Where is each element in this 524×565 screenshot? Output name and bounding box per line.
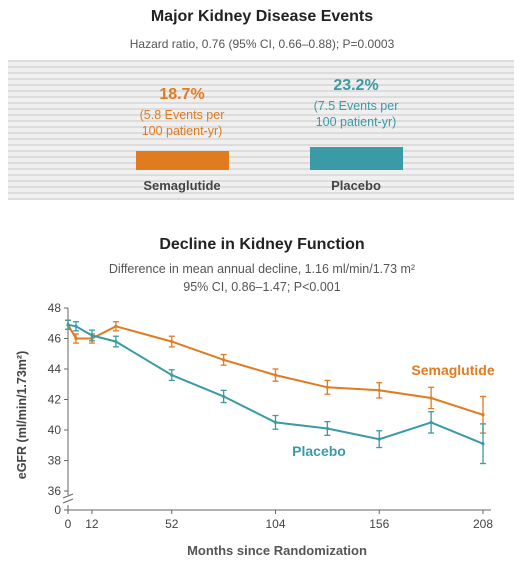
semaglutide-label: Semaglutide xyxy=(143,178,221,193)
placebo-events-line2: 100 patient-yr) xyxy=(315,115,397,129)
semaglutide-point xyxy=(377,388,381,392)
y-axis-label: eGFR (ml/min/1.73m²) xyxy=(15,351,29,480)
chart-subtitle-2: 95% CI, 0.86–1.47; P<0.001 xyxy=(183,280,341,294)
semaglutide-percent: 18.7% xyxy=(159,86,205,103)
semaglutide-events: (5.8 Events per 100 patient-yr) xyxy=(104,107,260,139)
x-tick-label: 156 xyxy=(369,517,389,531)
placebo-point xyxy=(377,437,381,441)
events-title: Major Kidney Disease Events xyxy=(150,8,374,25)
chart-subtitle-1: Difference in mean annual decline, 1.16 … xyxy=(108,262,416,276)
x-axis-label: Months since Randomization xyxy=(187,543,367,558)
placebo-point xyxy=(114,339,118,344)
events-subtitle: Hazard ratio, 0.76 (95% CI, 0.66–0.88); … xyxy=(129,37,395,51)
placebo-point xyxy=(90,333,94,338)
placebo-point xyxy=(429,420,433,424)
y-tick-label: 40 xyxy=(48,423,62,437)
placebo-bar xyxy=(310,146,403,170)
x-tick-label: 104 xyxy=(265,517,285,531)
semaglutide-point xyxy=(325,385,329,389)
series-label-placebo: Placebo xyxy=(292,443,346,459)
series-label-semaglutide: Semaglutide xyxy=(411,362,494,378)
y-tick-label: 36 xyxy=(48,484,62,498)
semaglutide-point xyxy=(74,336,78,341)
y-tick-label: 42 xyxy=(48,393,62,407)
placebo-events: (7.5 Events per 100 patient-yr) xyxy=(278,98,434,130)
background-stripes xyxy=(8,60,514,200)
placebo-point xyxy=(170,373,174,377)
y-tick-label: 38 xyxy=(48,454,62,468)
x-tick-label: 52 xyxy=(165,517,179,531)
chart-title: Decline in Kidney Function xyxy=(159,236,365,253)
placebo-point xyxy=(222,394,226,399)
semaglutide-point xyxy=(429,396,433,400)
semaglutide-point xyxy=(114,324,118,328)
semaglutide-events-line2: 100 patient-yr) xyxy=(141,124,223,138)
axis-break-mark-1 xyxy=(62,493,74,499)
y-tick-label: 0 xyxy=(54,503,61,517)
semaglutide-point xyxy=(273,373,278,377)
placebo-point xyxy=(481,442,485,446)
y-tick-label: 44 xyxy=(48,362,62,376)
x-tick-label: 208 xyxy=(473,517,493,531)
x-tick-label: 12 xyxy=(85,517,99,531)
x-tick-label: 0 xyxy=(65,517,72,531)
axis-break-mark-2 xyxy=(62,498,74,504)
placebo-label: Placebo xyxy=(331,178,381,193)
semaglutide-bar xyxy=(136,151,229,170)
semaglutide-point xyxy=(222,358,226,362)
placebo-point xyxy=(66,323,70,327)
placebo-point xyxy=(74,324,78,328)
placebo-percent: 23.2% xyxy=(333,77,379,94)
semaglutide-point xyxy=(170,339,174,344)
semaglutide-events-line1: (5.8 Events per xyxy=(139,108,225,122)
placebo-point xyxy=(325,426,329,431)
y-tick-label: 46 xyxy=(48,332,62,346)
placebo-events-line1: (7.5 Events per xyxy=(313,99,399,113)
y-tick-label: 48 xyxy=(48,301,62,315)
semaglutide-point xyxy=(481,413,485,417)
placebo-point xyxy=(273,420,278,424)
